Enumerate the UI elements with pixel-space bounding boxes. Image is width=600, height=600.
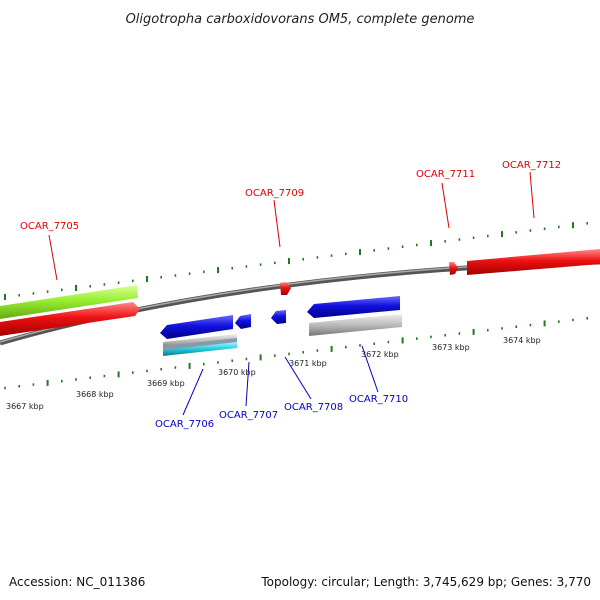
scale-label-3672: 3672 kbp xyxy=(361,350,399,359)
gene-label-ocar-7707[interactable]: OCAR_7707 xyxy=(219,410,278,421)
scale-label-3671: 3671 kbp xyxy=(289,359,327,368)
scale-label-3667: 3667 kbp xyxy=(6,402,44,411)
scale-label-3673: 3673 kbp xyxy=(432,343,470,352)
gene-label-ocar-7712[interactable]: OCAR_7712 xyxy=(502,160,561,171)
gene-ocar-7711[interactable] xyxy=(449,262,458,275)
feature-cds-green[interactable] xyxy=(0,285,138,319)
gene-ocar-7712[interactable] xyxy=(467,249,600,275)
tick-row-forward xyxy=(4,222,589,300)
feature-misc-cyan[interactable] xyxy=(163,342,237,356)
gene-label-ocar-7708[interactable]: OCAR_7708 xyxy=(284,402,343,413)
scale-label-3669: 3669 kbp xyxy=(147,379,185,388)
gene-ocar-7708[interactable] xyxy=(271,310,286,324)
gene-label-ocar-7706[interactable]: OCAR_7706 xyxy=(155,419,214,430)
scale-label-3668: 3668 kbp xyxy=(76,390,114,399)
gene-ocar-7709[interactable] xyxy=(280,282,291,295)
gene-label-ocar-7705[interactable]: OCAR_7705 xyxy=(20,221,79,232)
gene-label-ocar-7711[interactable]: OCAR_7711 xyxy=(416,169,475,180)
accession-text: Accession: NC_011386 xyxy=(9,575,145,589)
label-connectors-forward xyxy=(48,171,535,281)
feature-rna-gray-2[interactable] xyxy=(163,338,237,351)
tick-row-reverse xyxy=(4,317,589,390)
gene-label-ocar-7709[interactable]: OCAR_7709 xyxy=(245,188,304,199)
gene-ocar-7710[interactable] xyxy=(307,296,400,318)
label-connectors-reverse xyxy=(182,345,379,416)
map-title: Oligotropha carboxidovorans OM5, complet… xyxy=(126,12,475,27)
gene-ocar-7705[interactable] xyxy=(0,302,140,336)
gene-ocar-7707[interactable] xyxy=(235,314,251,329)
gene-label-ocar-7710[interactable]: OCAR_7710 xyxy=(349,394,408,405)
gene-ocar-7706[interactable] xyxy=(160,315,233,339)
scale-label-3674: 3674 kbp xyxy=(503,336,541,345)
scale-label-3670: 3670 kbp xyxy=(218,368,256,377)
genome-info-text: Topology: circular; Length: 3,745,629 bp… xyxy=(260,575,591,589)
feature-rna-gray-3[interactable] xyxy=(309,314,402,336)
